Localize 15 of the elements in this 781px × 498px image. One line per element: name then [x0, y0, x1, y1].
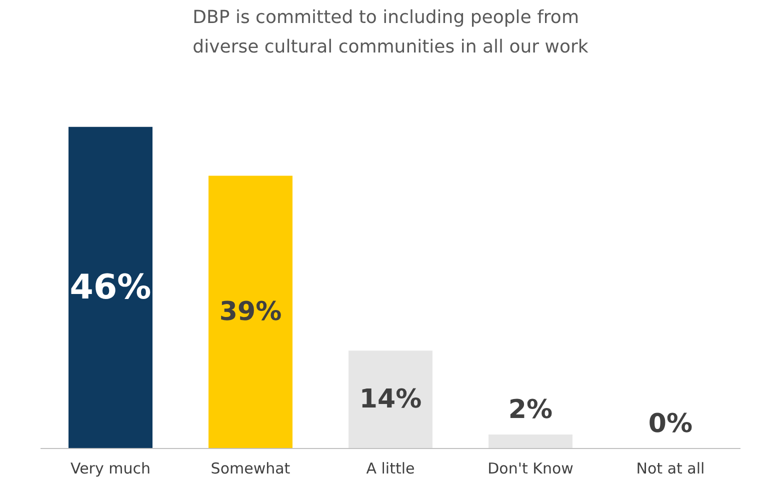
- x-tick-label: Don't Know: [488, 460, 574, 478]
- data-label: 2%: [508, 394, 553, 425]
- bar: [348, 350, 432, 448]
- bar: [488, 434, 572, 448]
- bar: [68, 126, 152, 448]
- data-label: 39%: [219, 297, 282, 328]
- x-tick-label: Not at all: [636, 460, 705, 478]
- x-tick-label: Very much: [70, 460, 151, 478]
- data-label: 46%: [70, 268, 152, 308]
- data-label: 0%: [648, 408, 693, 439]
- x-tick-label: Somewhat: [210, 460, 290, 478]
- data-label: 14%: [359, 384, 422, 415]
- bar: [208, 176, 292, 448]
- chart-title: DBP is committed to including people from diverse cultural communities in all our work: [192, 7, 589, 58]
- x-tick-label: A little: [366, 460, 415, 478]
